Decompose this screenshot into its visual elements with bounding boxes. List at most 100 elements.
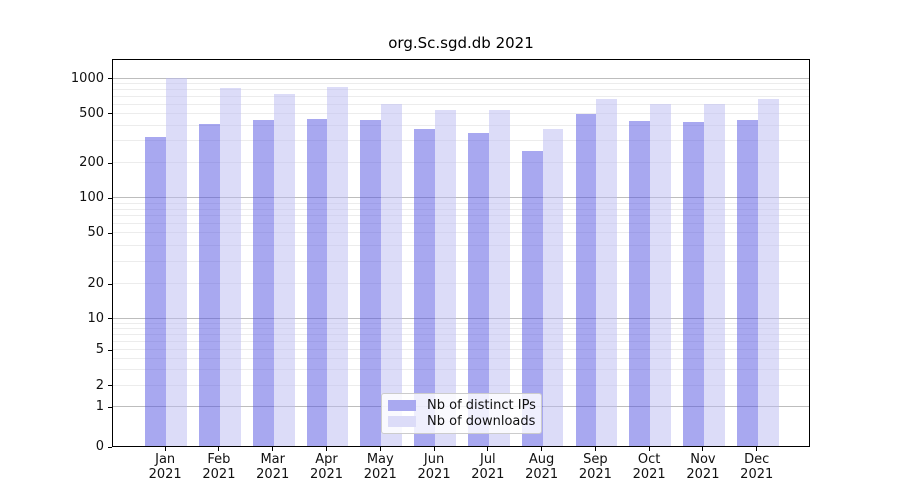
gridline-minor <box>113 125 809 126</box>
x-tick-label-jun: Jun 2021 <box>417 452 451 482</box>
x-tick-mark <box>487 447 489 451</box>
gridline-minor <box>113 223 809 225</box>
bar-downloads-jun <box>435 110 456 446</box>
gridline-minor <box>113 103 809 105</box>
y-tick-mark <box>108 232 112 234</box>
gridline-major <box>113 77 809 79</box>
bar-distinct-ips-jul <box>468 132 489 446</box>
bar-downloads-mar <box>273 93 295 446</box>
y-tick-mark <box>108 78 112 80</box>
gridline-minor <box>113 232 809 234</box>
legend-swatch-downloads <box>388 416 416 427</box>
y-tick-label: 100 <box>79 190 104 206</box>
bar-downloads-jul <box>488 110 510 446</box>
y-tick-label: 2 <box>95 377 104 393</box>
y-tick-mark <box>108 283 112 285</box>
bar-downloads-apr <box>327 87 349 446</box>
x-tick-mark <box>272 447 274 451</box>
x-tick-label-nov: Nov 2021 <box>686 452 720 482</box>
grid-layer <box>113 60 809 446</box>
bar-layer <box>113 60 809 446</box>
y-tick-mark <box>108 406 112 408</box>
gridline-minor <box>113 357 809 359</box>
y-tick-mark <box>108 162 112 164</box>
bar-downloads-nov <box>703 103 725 446</box>
gridline-minor <box>113 244 809 246</box>
x-tick-label-aug: Aug 2021 <box>525 452 559 482</box>
bar-distinct-ips-aug <box>521 151 543 446</box>
x-tick-mark <box>756 447 758 451</box>
gridline-major <box>113 317 809 319</box>
gridline-minor <box>113 83 809 85</box>
gridline-minor <box>113 368 809 370</box>
x-tick-label-may: May 2021 <box>363 452 397 482</box>
bar-distinct-ips-apr <box>306 118 328 446</box>
gridline-minor <box>113 327 809 329</box>
bar-distinct-ips-mar <box>252 119 274 446</box>
x-tick-label-dec: Dec 2021 <box>740 452 774 482</box>
bar-downloads-jan <box>166 77 187 446</box>
gridline-major <box>113 197 809 199</box>
x-tick-mark <box>379 447 381 451</box>
gridline-minor <box>113 215 809 217</box>
y-tick-label: 10 <box>87 310 104 326</box>
bar-downloads-may <box>381 104 403 446</box>
legend: Nb of distinct IPs Nb of downloads <box>381 393 542 434</box>
gridline-minor <box>113 202 809 204</box>
bar-downloads-sep <box>596 98 618 446</box>
y-tick-label: 0 <box>95 439 104 454</box>
x-tick-label-oct: Oct 2021 <box>632 452 666 482</box>
gridline-minor <box>113 260 809 262</box>
x-tick-mark <box>218 447 220 451</box>
bar-distinct-ips-nov <box>683 121 704 446</box>
y-tick-label: 1000 <box>70 70 104 86</box>
bar-distinct-ips-jan <box>145 137 167 446</box>
x-tick-label-feb: Feb 2021 <box>202 452 236 482</box>
y-tick-label: 500 <box>79 105 104 121</box>
legend-row-distinct-ips: Nb of distinct IPs <box>388 398 536 413</box>
y-tick-mark <box>108 385 112 387</box>
y-tick-mark <box>108 113 112 115</box>
y-tick-mark <box>108 349 112 351</box>
y-tick-label: 20 <box>87 276 104 291</box>
x-tick-label-jan: Jan 2021 <box>148 452 182 482</box>
gridline-minor <box>113 349 809 350</box>
bar-downloads-aug <box>542 129 564 446</box>
y-tick-label: 50 <box>87 225 104 241</box>
x-tick-label-mar: Mar 2021 <box>256 452 290 482</box>
y-tick-mark <box>108 197 112 199</box>
gridline-minor <box>113 96 809 97</box>
gridline-minor <box>113 208 809 210</box>
x-tick-mark <box>325 447 327 451</box>
legend-label-downloads: Nb of downloads <box>427 414 536 429</box>
x-tick-label-sep: Sep 2021 <box>578 452 612 482</box>
x-tick-mark <box>541 447 543 451</box>
bar-distinct-ips-jun <box>414 129 436 446</box>
legend-swatch-distinct-ips <box>388 400 416 411</box>
y-tick-mark <box>108 318 112 320</box>
bar-downloads-oct <box>650 103 671 446</box>
x-tick-mark <box>648 447 650 451</box>
x-tick-mark <box>433 447 435 451</box>
legend-row-downloads: Nb of downloads <box>388 414 535 429</box>
bar-distinct-ips-may <box>360 120 382 446</box>
y-tick-label: 5 <box>95 342 104 357</box>
x-tick-mark <box>164 447 166 451</box>
plot-area <box>112 59 810 447</box>
gridline-minor <box>113 283 809 285</box>
gridline-minor <box>113 340 809 342</box>
chart-title: org.Sc.sgd.db 2021 <box>388 34 534 52</box>
gridline-minor <box>113 384 809 386</box>
gridline-minor <box>113 112 809 114</box>
bar-distinct-ips-feb <box>199 123 220 446</box>
gridline-minor <box>113 89 809 91</box>
gridline-minor <box>113 322 809 324</box>
gridline-minor <box>113 140 809 142</box>
y-tick-label: 1 <box>95 399 104 415</box>
bar-distinct-ips-oct <box>629 121 651 446</box>
bar-downloads-feb <box>219 88 241 446</box>
x-tick-label-apr: Apr 2021 <box>309 452 344 482</box>
y-tick-label: 200 <box>79 155 104 171</box>
gridline-minor <box>113 333 809 335</box>
